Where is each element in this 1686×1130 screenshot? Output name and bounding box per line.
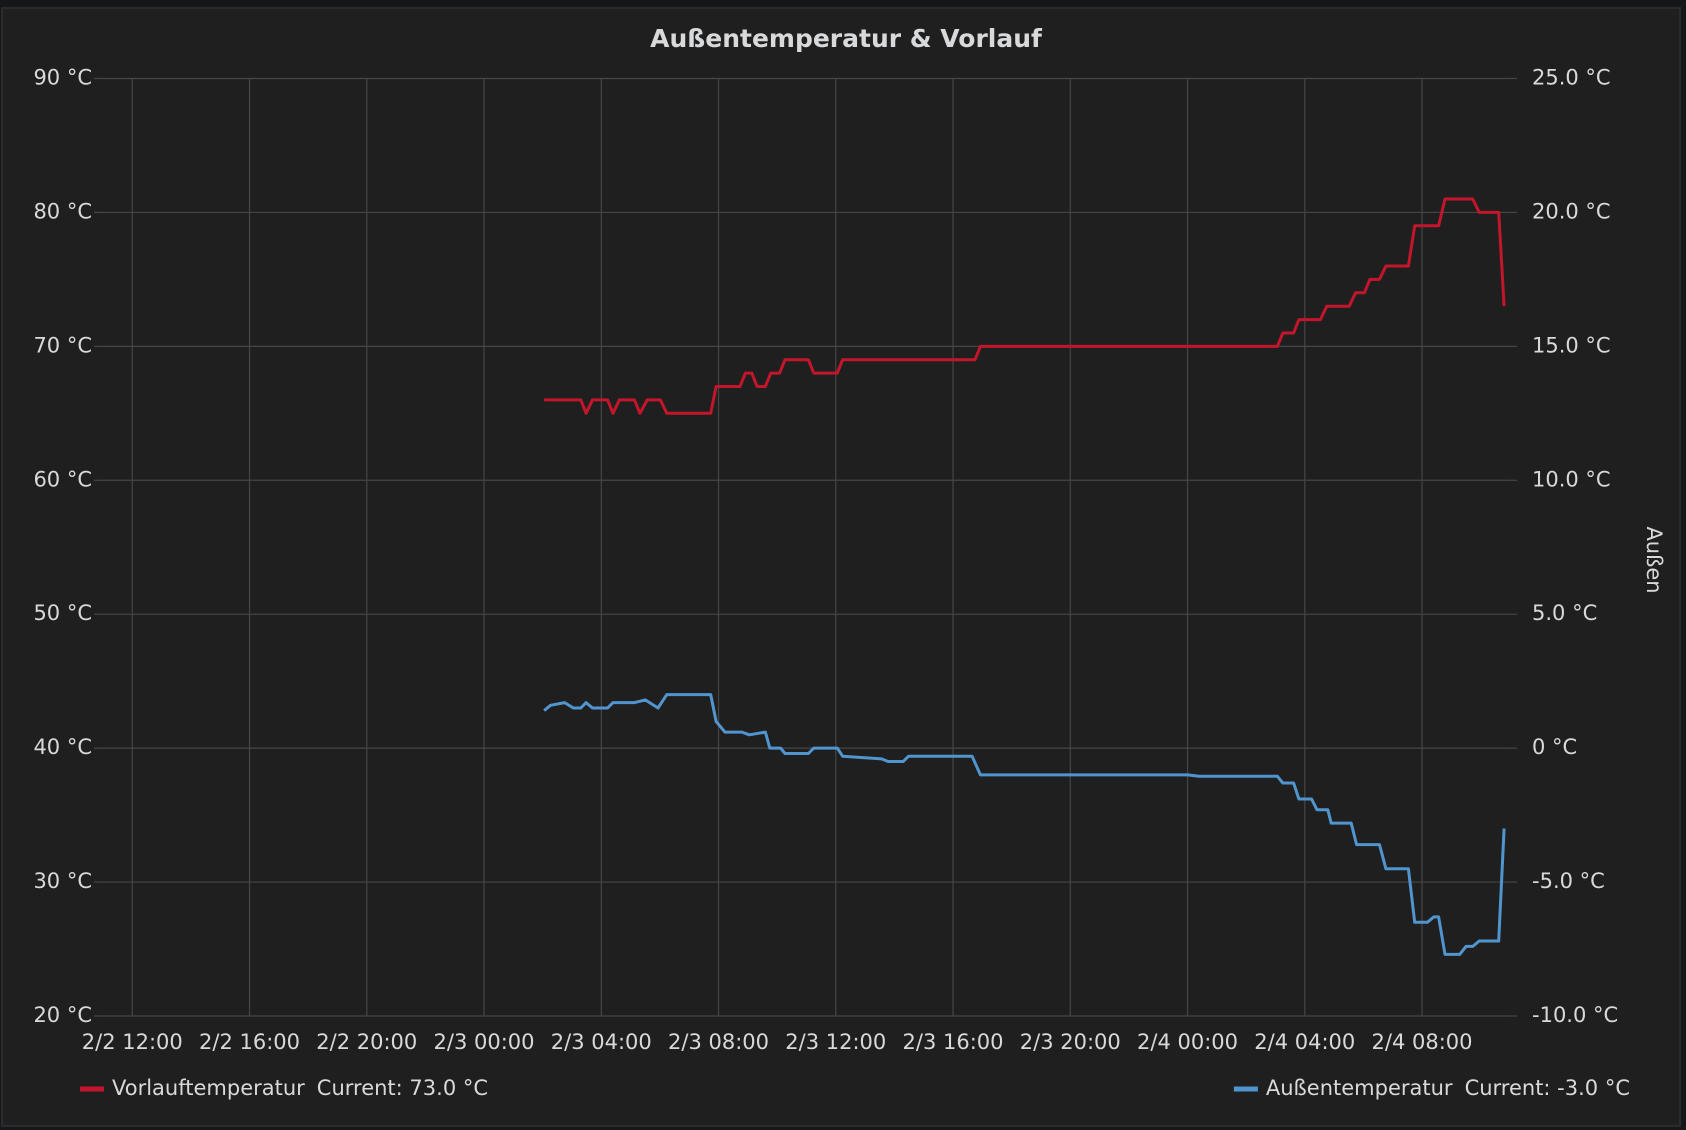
y2-tick-label: 20.0 °C xyxy=(1532,199,1611,223)
y-tick-label: 40 °C xyxy=(33,735,92,759)
x-tick-label: 2/3 00:00 xyxy=(434,1030,535,1054)
x-tick-label: 2/3 08:00 xyxy=(668,1030,769,1054)
chart-title: Außentemperatur & Vorlauf xyxy=(650,24,1043,53)
series-line xyxy=(544,197,1506,415)
y-tick-label: 80 °C xyxy=(33,199,92,223)
y2-tick-label: 10.0 °C xyxy=(1532,467,1611,491)
x-tick-label: 2/4 04:00 xyxy=(1254,1030,1355,1054)
legend-current: Current: -3.0 °C xyxy=(1465,1076,1630,1100)
x-tick-label: 2/4 08:00 xyxy=(1372,1030,1473,1054)
x-tick-label: 2/3 12:00 xyxy=(785,1030,886,1054)
legend-label: Außentemperatur xyxy=(1266,1076,1453,1100)
y2-tick-label: -5.0 °C xyxy=(1532,869,1605,893)
y2-tick-label: 0 °C xyxy=(1532,735,1577,759)
y-tick-label: 90 °C xyxy=(33,66,92,90)
x-tick-label: 2/3 04:00 xyxy=(551,1030,652,1054)
y-tick-label: 70 °C xyxy=(33,333,92,357)
y2-tick-label: 25.0 °C xyxy=(1532,66,1611,90)
x-tick-label: 2/3 16:00 xyxy=(903,1030,1004,1054)
x-tick-label: 2/4 00:00 xyxy=(1137,1030,1238,1054)
legend-swatch xyxy=(80,1086,104,1092)
series-line xyxy=(543,693,1506,956)
x-tick-label: 2/3 20:00 xyxy=(1020,1030,1121,1054)
legend-current: Current: 73.0 °C xyxy=(317,1076,488,1100)
y2-tick-label: 15.0 °C xyxy=(1532,333,1611,357)
y-tick-label: 30 °C xyxy=(33,869,92,893)
y-tick-label: 20 °C xyxy=(33,1003,92,1027)
x-tick-label: 2/2 16:00 xyxy=(199,1030,300,1054)
x-tick-label: 2/2 12:00 xyxy=(82,1030,183,1054)
y2-tick-label: 5.0 °C xyxy=(1532,601,1597,625)
legend-label: Vorlauftemperatur xyxy=(112,1076,305,1100)
y2-tick-label: -10.0 °C xyxy=(1532,1003,1618,1027)
y-tick-label: 60 °C xyxy=(33,467,92,491)
y-tick-label: 50 °C xyxy=(33,601,92,625)
panel xyxy=(1,7,1681,1127)
legend-swatch xyxy=(1233,1086,1258,1092)
x-tick-label: 2/2 20:00 xyxy=(316,1030,417,1054)
y2-axis-label: Außen xyxy=(1642,526,1666,593)
